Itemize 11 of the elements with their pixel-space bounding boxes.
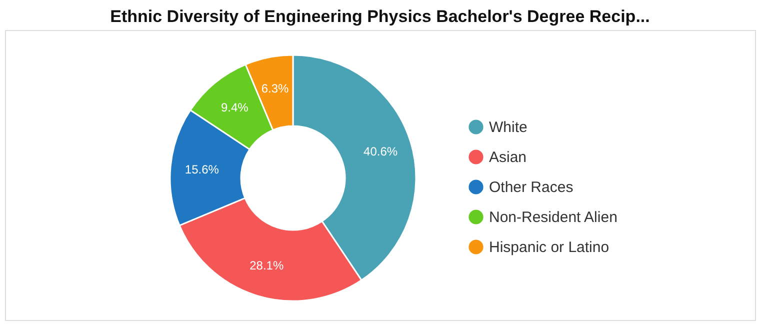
data-label: 9.4% bbox=[220, 100, 249, 114]
chart-title: Ethnic Diversity of Engineering Physics Bachelor's Degree Recip... bbox=[110, 7, 650, 26]
legend-label: White bbox=[489, 119, 528, 136]
legend-label: Asian bbox=[489, 149, 527, 166]
data-label: 40.6% bbox=[364, 144, 398, 158]
data-label: 28.1% bbox=[250, 258, 284, 273]
legend-label: Other Races bbox=[489, 179, 574, 196]
legend-label: Non-Resident Alien bbox=[489, 209, 618, 226]
legend-label: Hispanic or Latino bbox=[489, 239, 610, 256]
data-label: 6.3% bbox=[261, 81, 290, 96]
data-label: 15.6% bbox=[184, 162, 220, 176]
